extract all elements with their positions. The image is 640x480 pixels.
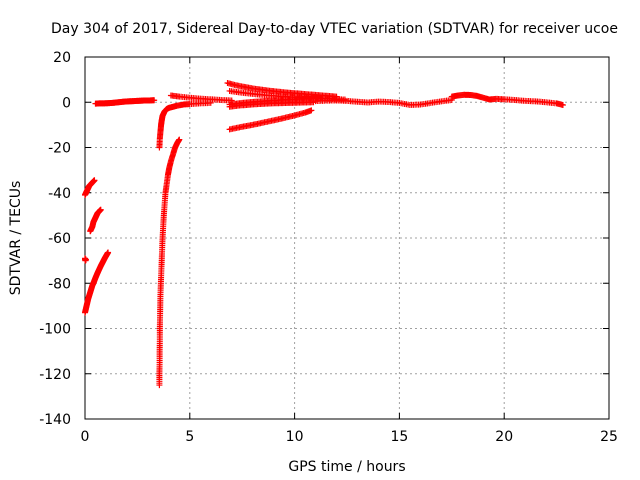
series-seg-d [82, 249, 112, 316]
data-point [176, 136, 183, 143]
plot-frame [84, 56, 610, 420]
y-tick-label: -40 [48, 186, 71, 202]
y-tick-label: -140 [39, 412, 71, 428]
y-tick-label: -100 [39, 322, 71, 338]
y-tick-label: 20 [53, 50, 71, 66]
data-point [91, 177, 98, 184]
series-seg-g [156, 99, 214, 151]
x-tick-label: 20 [495, 429, 513, 445]
data-point [151, 97, 158, 104]
x-tick-label: 5 [185, 429, 194, 445]
series-seg-m [226, 107, 315, 133]
data-point [105, 249, 112, 256]
x-tick-label: 15 [390, 429, 408, 445]
series-seg-h [167, 92, 235, 104]
data-point [97, 206, 104, 213]
data-point [82, 256, 89, 263]
x-tick-label: 25 [600, 429, 618, 445]
x-tick-label: 10 [286, 429, 304, 445]
series-seg-b [87, 206, 104, 235]
series-seg-e [92, 97, 158, 107]
axis-ticks: 0 5 10 15 20 25 -140 -120 -100 -80 -60 -40 -20 0 20 [39, 50, 618, 445]
x-tick-label: 0 [81, 429, 90, 445]
y-axis-label: SDTVAR / TECUs [8, 181, 24, 296]
data-points [82, 80, 566, 389]
data-point [228, 97, 235, 104]
data-point [559, 101, 566, 108]
data-point [308, 107, 315, 114]
series-seg-l [226, 99, 317, 110]
chart-title: Day 304 of 2017, Sidereal Day-to-day VTE… [51, 21, 618, 37]
series-seg-c [82, 255, 89, 264]
series-seg-f [156, 136, 183, 389]
y-tick-label: 0 [62, 95, 71, 111]
y-tick-label: -20 [48, 141, 71, 157]
series-seg-n [312, 96, 455, 108]
series-seg-o [448, 91, 566, 108]
y-tick-label: -120 [39, 367, 71, 383]
y-tick-label: -80 [48, 276, 71, 292]
y-tick-label: -60 [48, 231, 71, 247]
series-seg-a [82, 177, 98, 199]
x-axis-label: GPS time / hours [288, 459, 405, 475]
